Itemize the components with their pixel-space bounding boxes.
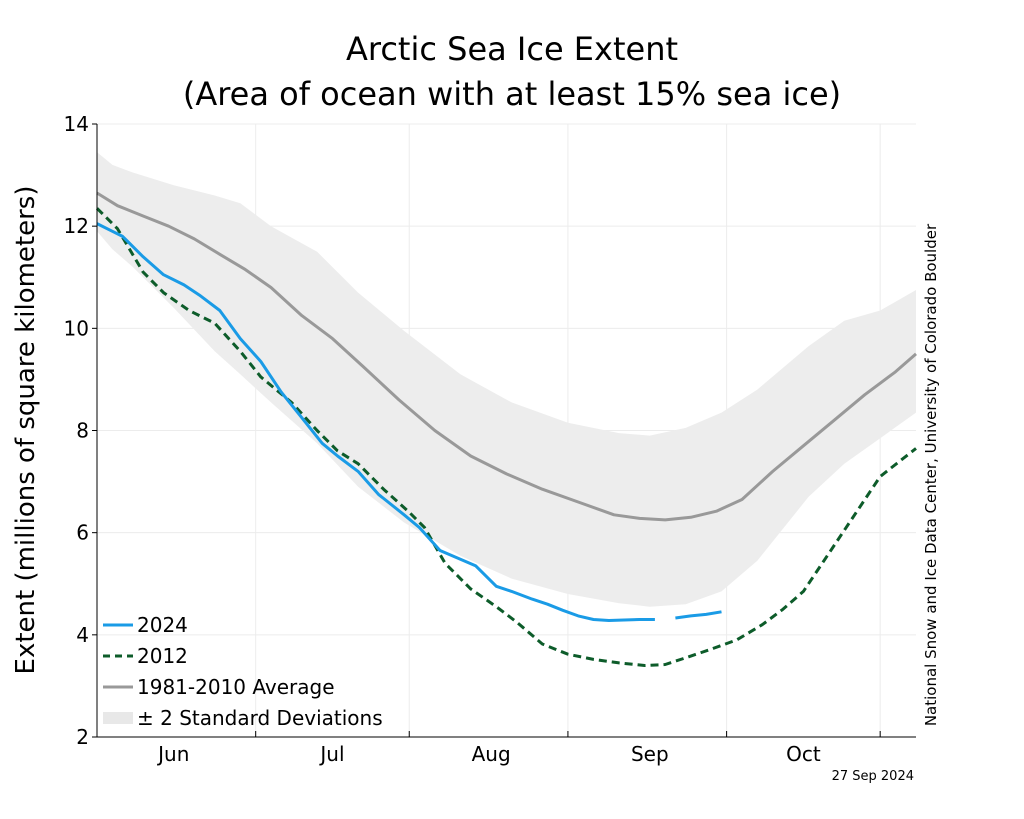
chart-title: Arctic Sea Ice Extent (Area of ocean wit… [183,30,841,113]
x-tick-label: Jul [318,742,344,766]
series-line-2024 [675,610,722,620]
y-tick-label: 8 [76,419,89,443]
axes [92,123,916,738]
y-tick-label: 6 [76,521,89,545]
date-stamp: 27 Sep 2024 [832,769,914,784]
x-tick-label: Sep [631,742,669,766]
x-tick-labels: Jun Jul Aug Sep Oct [156,742,821,766]
x-tick-label: Oct [786,742,821,766]
legend-label: 2012 [137,644,188,668]
series-layer [95,191,917,667]
series-line-2024 [96,222,655,622]
legend-swatch-band [103,712,133,724]
y-tick-label: 14 [64,112,89,136]
chart-title-line-1: Arctic Sea Ice Extent [346,30,678,68]
std-dev-band [97,152,916,607]
std-dev-band-layer [97,152,916,607]
legend: 2024 2012 1981-2010 Average ± 2 Standard De… [103,613,383,730]
legend-label: 1981-2010 Average [137,675,335,699]
chart-title-line-2: (Area of ocean with at least 15% sea ice… [183,75,841,113]
y-tick-labels: 2 4 6 8 10 12 14 [64,112,89,749]
x-tick-label: Jun [156,742,189,766]
y-tick-label: 12 [64,214,89,238]
y-tick-label: 4 [76,623,89,647]
y-axis-label: Extent (millions of square kilometers) [11,186,41,675]
x-tick-label: Aug [472,742,511,766]
legend-label: 2024 [137,613,188,637]
credit-text: National Snow and Ice Data Center, Unive… [922,223,940,726]
series-line-1981-2010-average [96,191,917,522]
legend-label: ± 2 Standard Deviations [137,706,383,730]
y-tick-label: 10 [64,316,89,340]
y-tick-label: 2 [76,725,89,749]
